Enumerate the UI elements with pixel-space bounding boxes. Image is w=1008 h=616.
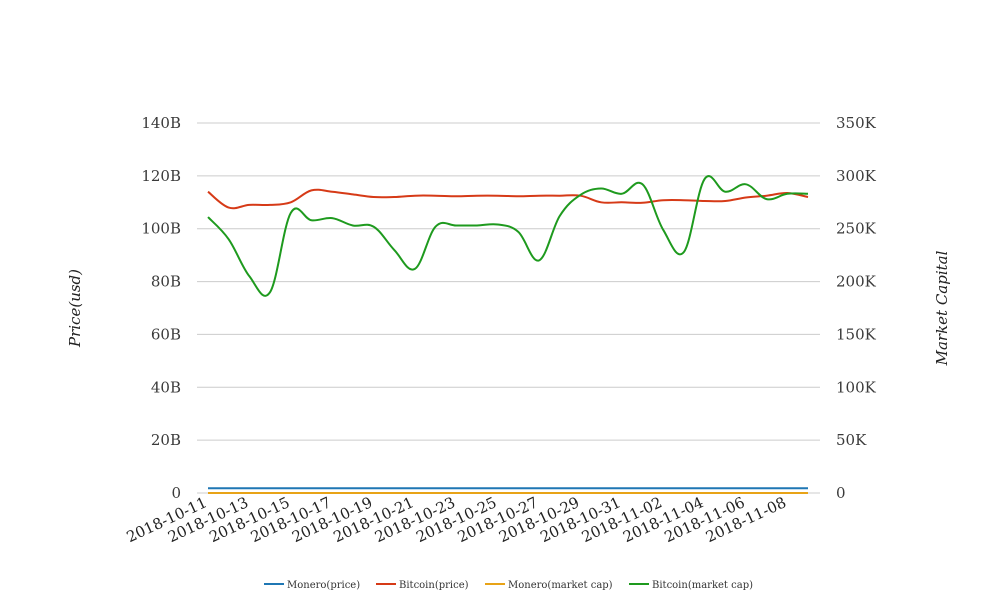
legend-label: Monero(price): [287, 580, 360, 591]
right-tick-label: 200K: [836, 273, 877, 291]
x-axis-ticks: 2018-10-112018-10-132018-10-152018-10-17…: [124, 493, 789, 546]
left-tick-label: 120B: [141, 167, 181, 185]
right-tick-label: 150K: [836, 325, 877, 343]
legend: Monero(price) Bitcoin(price) Monero(market…: [264, 580, 753, 591]
legend-label: Bitcoin(price): [399, 580, 469, 591]
left-tick-label: 60B: [151, 325, 181, 343]
right-tick-label: 50K: [836, 431, 867, 449]
left-tick-label: 0: [171, 484, 181, 502]
left-tick-label: 100B: [141, 220, 181, 238]
left-tick-label: 20B: [151, 431, 181, 449]
legend-item: Monero(market cap): [485, 580, 613, 591]
legend-item: Monero(price): [264, 580, 360, 591]
left-tick-label: 40B: [151, 378, 181, 396]
grid-lines: [197, 122, 820, 494]
right-tick-label: 100K: [836, 378, 877, 396]
legend-label: Monero(market cap): [508, 580, 613, 591]
legend-label: Bitcoin(market cap): [652, 580, 753, 591]
left-axis-title: Price(usd): [66, 269, 84, 348]
left-axis-ticks: 0 20B 40B 60B 80B 100B 120B 140B: [141, 114, 181, 502]
left-tick-label: 80B: [151, 273, 181, 291]
left-tick-label: 140B: [141, 114, 181, 132]
right-tick-label: 250K: [836, 220, 877, 238]
right-tick-label: 300K: [836, 167, 877, 185]
legend-item: Bitcoin(price): [376, 580, 469, 591]
series-lines: [207, 175, 809, 495]
right-tick-label: 350K: [836, 114, 877, 132]
legend-item: Bitcoin(market cap): [629, 580, 753, 591]
right-axis-ticks: 0 50K 100K 150K 200K 250K 300K 350K: [836, 114, 877, 502]
series-line-bitcoin-price: [207, 188, 809, 210]
right-axis-title: Market Capital: [933, 250, 951, 366]
right-tick-label: 0: [836, 484, 846, 502]
series-line-bitcoin-market-cap: [207, 175, 809, 297]
